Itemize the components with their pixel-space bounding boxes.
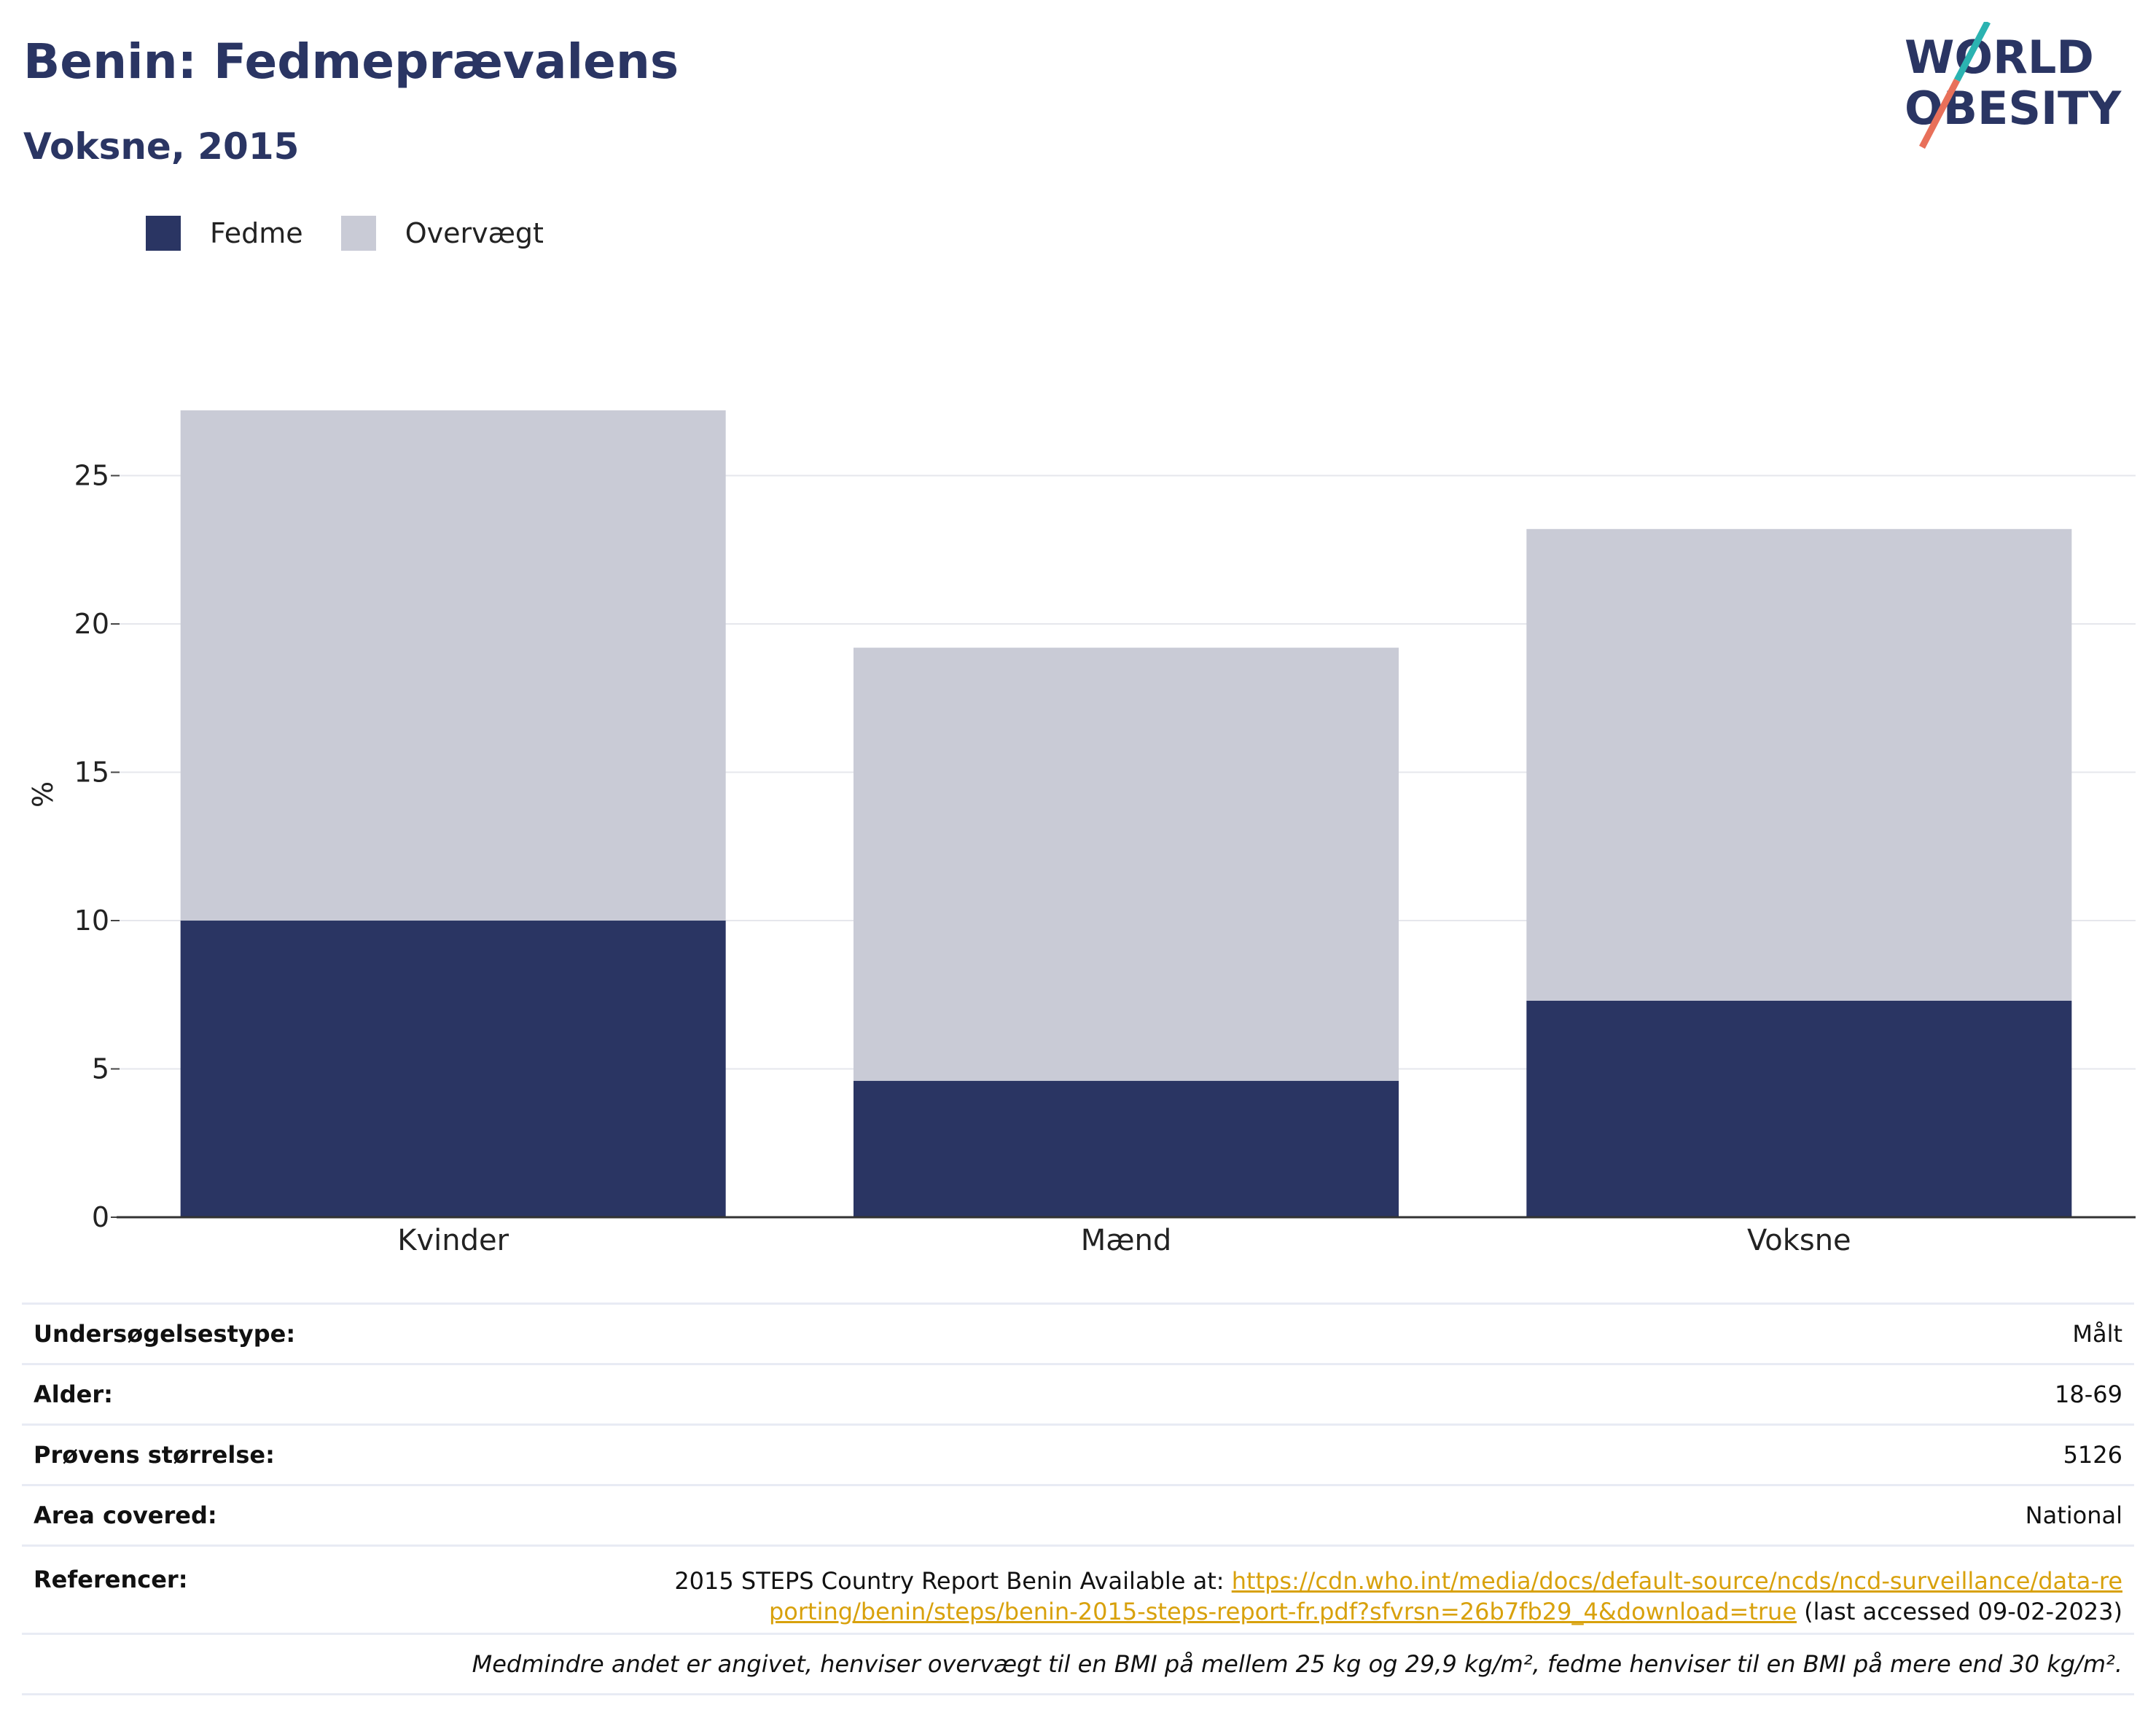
info-key: Alder: [34,1380,113,1408]
info-value: Målt [2072,1320,2122,1348]
bar-fedme-0 [180,921,726,1217]
bmi-footnote: Medmindre andet er angivet, henviser ove… [22,1633,2134,1695]
y-axis-label: % [27,781,59,808]
info-key: Area covered: [34,1501,217,1529]
legend-label-fedme: Fedme [210,217,303,249]
y-tick-label: 5 [92,1053,109,1085]
info-row-sample-size: Prøvens størrelse: 5126 [22,1423,2134,1484]
x-tick-label: Voksne [1747,1224,1851,1257]
y-tick-label: 25 [74,460,109,492]
legend-item-overvaegt[interactable]: Overvægt [340,216,544,251]
info-table: Undersøgelsestype: Målt Alder: 18-69 Prø… [22,1303,2134,1695]
world-obesity-logo: WORLD OBESITY [1905,22,2122,149]
legend-swatch-overvaegt [340,216,376,251]
page-title: Benin: Fedmeprævalens [23,34,679,90]
y-tick-label: 0 [92,1201,109,1233]
legend-item-fedme[interactable]: Fedme [146,216,303,251]
legend-label-overvaegt: Overvægt [405,217,544,249]
bar-overv-gt-2 [1526,528,2072,1001]
y-tick-label: 10 [74,905,109,937]
info-row-area: Area covered: National [22,1484,2134,1544]
reference-suffix: (last accessed 09-02-2023) [1797,1598,2122,1625]
bar-overv-gt-1 [854,647,1399,1081]
bar-fedme-2 [1526,1000,2072,1217]
info-row-survey-type: Undersøgelsestype: Målt [22,1303,2134,1363]
info-value: National [2025,1501,2122,1529]
x-tick-label: Kvinder [397,1224,509,1257]
info-row-references: Referencer: 2015 STEPS Country Report Be… [22,1544,2134,1633]
reference-link[interactable]: https://cdn.who.int/media/docs/default-s… [768,1567,2122,1625]
logo-slash-teal [1954,22,1991,82]
logo-slash-red [1919,78,1960,149]
info-value: 5126 [2063,1441,2122,1469]
page-subtitle: Voksne, 2015 [23,125,300,168]
reference-value: 2015 STEPS Country Report Benin Availabl… [665,1566,2122,1627]
stacked-bar-chart: 0 5 10 15 20 25% Kvinder Mænd Voksne [27,410,2136,1257]
bar-fedme-1 [854,1080,1399,1217]
legend-swatch-fedme [146,216,181,251]
y-tick-label: 15 [74,757,109,789]
info-key: Undersøgelsestype: [34,1320,296,1348]
logo-line1: WORLD [1905,31,2094,84]
reference-prefix: 2015 STEPS Country Report Benin Availabl… [674,1567,1232,1595]
y-tick-label: 20 [74,608,109,640]
info-row-age: Alder: 18-69 [22,1363,2134,1423]
bar-overv-gt-0 [180,410,726,921]
x-tick-label: Mænd [1081,1224,1172,1257]
info-key: Prøvens størrelse: [34,1441,275,1469]
info-key: Referencer: [34,1566,188,1593]
chart-legend: Fedme Overvægt [146,216,582,251]
info-value: 18-69 [2055,1380,2122,1408]
